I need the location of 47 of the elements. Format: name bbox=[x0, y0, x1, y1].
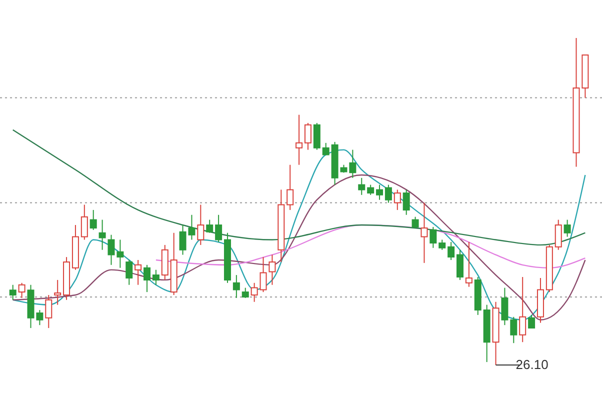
candlestick bbox=[313, 122, 320, 150]
candlestick bbox=[510, 316, 518, 344]
candlestick bbox=[286, 164, 294, 210]
candlestick bbox=[108, 234, 115, 266]
candlestick bbox=[358, 177, 366, 196]
candlestick bbox=[9, 284, 16, 300]
candlestick bbox=[456, 249, 464, 280]
candlestick bbox=[215, 214, 222, 243]
candlestick bbox=[554, 219, 562, 250]
candlestick bbox=[80, 204, 88, 240]
candlestick bbox=[98, 219, 106, 250]
candlestick bbox=[126, 260, 133, 286]
candlestick bbox=[519, 276, 526, 343]
candlestick bbox=[304, 122, 312, 150]
candlestick bbox=[402, 189, 410, 216]
candlestick bbox=[268, 254, 276, 286]
candlestick bbox=[232, 274, 240, 298]
candlestick bbox=[134, 260, 142, 286]
candlestick bbox=[322, 142, 330, 156]
candlestick bbox=[197, 204, 204, 246]
candlestick bbox=[18, 282, 26, 298]
candlestick bbox=[438, 239, 446, 250]
candlestick bbox=[384, 184, 392, 204]
candlestick bbox=[45, 294, 52, 329]
candlestick bbox=[430, 226, 437, 248]
candlestick bbox=[420, 202, 428, 264]
candlestick bbox=[367, 184, 374, 196]
candlestick bbox=[465, 242, 472, 288]
candlestick bbox=[528, 314, 536, 329]
candlestick bbox=[206, 219, 214, 234]
candlestick bbox=[349, 149, 356, 178]
candlestick bbox=[501, 287, 508, 326]
candlestick bbox=[394, 189, 401, 210]
candlestick bbox=[564, 219, 571, 238]
candlestick bbox=[412, 216, 419, 228]
candlestick bbox=[116, 239, 124, 268]
candlestick bbox=[144, 264, 151, 293]
candlestick bbox=[376, 184, 384, 200]
candlestick bbox=[54, 279, 62, 306]
annotation: 26.10 bbox=[516, 356, 548, 372]
candlestick bbox=[260, 256, 267, 293]
candlestick bbox=[90, 209, 97, 230]
candlestick bbox=[448, 242, 455, 261]
candlestick bbox=[296, 114, 303, 166]
candlestick bbox=[242, 287, 249, 298]
candlestick bbox=[250, 282, 258, 302]
candlestick bbox=[152, 269, 160, 286]
